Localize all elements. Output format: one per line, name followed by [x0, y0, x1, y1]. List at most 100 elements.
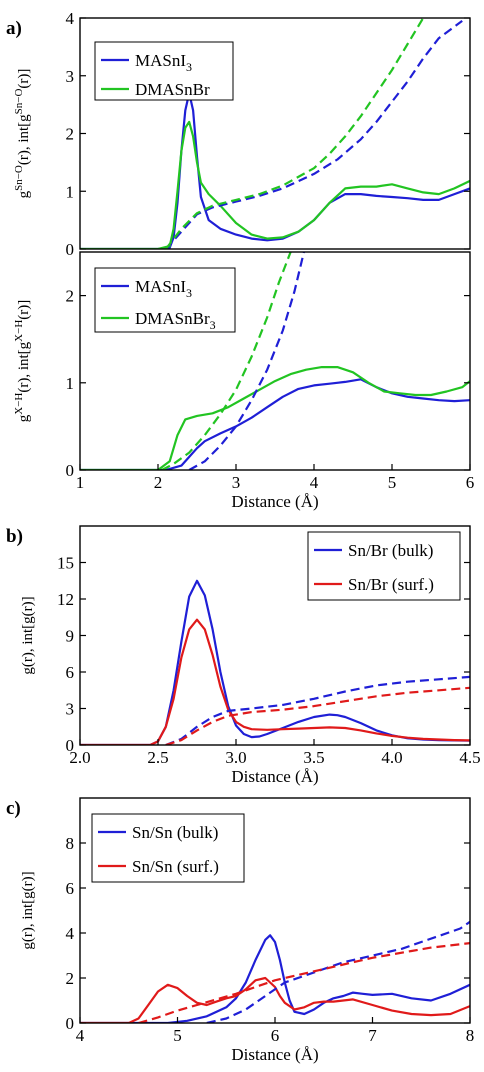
series-line-0 — [80, 579, 470, 745]
legend-label-main: Sn/Br (bulk) — [348, 541, 433, 560]
series-line-0 — [80, 934, 470, 1023]
x-tick-label: 4 — [310, 473, 319, 492]
panel-label: c) — [6, 798, 21, 819]
series-line-2 — [165, 675, 470, 745]
y-tick-label: 2 — [66, 125, 75, 144]
y-tick-label: 3 — [66, 700, 75, 719]
y-axis-label-part: g — [16, 190, 32, 198]
x-axis-label: Distance (Å) — [231, 492, 318, 511]
x-axis-label: Distance (Å) — [231, 767, 318, 786]
legend-label: Sn/Sn (surf.) — [132, 857, 219, 876]
series-line-0 — [80, 92, 470, 249]
x-tick-label: 3 — [232, 473, 241, 492]
x-tick-label: 2.0 — [69, 748, 90, 767]
y-axis-label: gSn−O(r), int[gSn−O(r)] — [13, 69, 32, 199]
y-tick-label: 0 — [66, 461, 75, 480]
x-tick-label: 4.5 — [459, 748, 480, 767]
y-tick-label: 3 — [66, 67, 75, 86]
legend-label: Sn/Br (bulk) — [348, 541, 433, 560]
legend-label: DMASnBr3 — [135, 309, 216, 332]
legend-label: MASnI3 — [135, 51, 192, 74]
legend-label-sub: 3 — [210, 318, 216, 332]
panel-label: b) — [6, 526, 23, 547]
x-tick-label: 4 — [76, 1026, 85, 1045]
x-axis-label: Distance (Å) — [231, 1045, 318, 1064]
x-tick-label: 4.0 — [381, 748, 402, 767]
legend: MASnI3 DMASnBr — [94, 41, 234, 101]
chart-panel-2: 0 3 6 9 12 15 2.0 2.5 3.0 3.5 4.0 4.5 Distance (Å) g(… — [6, 525, 481, 786]
y-tick-label: 12 — [57, 590, 74, 609]
legend-label-main: MASnI — [135, 277, 186, 296]
y-tick-label: 8 — [66, 834, 75, 853]
y-tick-label: 9 — [66, 627, 75, 646]
legend-box — [94, 41, 234, 101]
y-tick-label: 2 — [66, 969, 75, 988]
x-tick-label: 8 — [466, 1026, 475, 1045]
series-line-2 — [164, 20, 463, 249]
y-tick-label: 1 — [66, 374, 75, 393]
legend-label: Sn/Br (surf.) — [348, 575, 434, 594]
series-line-3 — [138, 942, 470, 1023]
legend: Sn/Sn (bulk) Sn/Sn (surf.) — [91, 813, 245, 883]
x-tick-label: 2 — [154, 473, 163, 492]
x-tick-label: 6 — [466, 473, 475, 492]
y-tick-label: 15 — [57, 554, 74, 573]
y-axis-label-part: (r), int[g — [16, 114, 32, 165]
y-tick-label: 6 — [66, 663, 75, 682]
y-tick-label: 0 — [66, 1014, 75, 1033]
x-tick-label: 3.0 — [225, 748, 246, 767]
y-axis-label: g(r), int[g(r)] — [20, 871, 36, 949]
legend-box — [307, 531, 461, 601]
y-axis-label-part: X−H — [13, 320, 25, 342]
series-line-3 — [165, 686, 470, 745]
legend-label-main: MASnI — [135, 51, 186, 70]
series-line-3 — [164, 18, 425, 249]
y-tick-label: 6 — [66, 879, 75, 898]
legend-label-main: Sn/Sn (surf.) — [132, 857, 219, 876]
y-tick-label: 2 — [66, 287, 75, 306]
y-tick-label: 0 — [66, 240, 75, 259]
series-line-2 — [206, 920, 470, 1023]
y-axis-label-part: X−H — [13, 393, 25, 415]
y-axis-label-part: g — [16, 414, 32, 422]
series-line-1 — [80, 618, 470, 745]
panel-label: a) — [6, 18, 22, 39]
legend-label: DMASnBr — [135, 80, 210, 99]
series-line-1 — [80, 120, 470, 249]
series-line-3 — [161, 252, 292, 470]
x-tick-label: 5 — [388, 473, 397, 492]
y-axis-label-part: Sn−O — [13, 89, 25, 115]
legend-label: MASnI3 — [135, 277, 192, 300]
y-axis-label-part: (r)] — [16, 300, 32, 320]
legend-box — [91, 813, 245, 883]
series-line-1 — [80, 366, 470, 470]
x-tick-label: 1 — [76, 473, 85, 492]
legend-label: Sn/Sn (bulk) — [132, 823, 218, 842]
y-axis-label-part: Sn−O — [13, 165, 25, 191]
legend-label-main: Sn/Sn (bulk) — [132, 823, 218, 842]
legend-label-main: DMASnBr — [135, 309, 210, 328]
y-axis-label: gX−H(r), int[gX−H(r)] — [13, 300, 32, 423]
x-tick-label: 3.5 — [303, 748, 324, 767]
legend-label-main: DMASnBr — [135, 80, 210, 99]
chart-panel-3: 0 2 4 6 8 4 5 6 7 8 Distance (Å) g(r), int[g(r)] c) S… — [6, 797, 475, 1064]
legend-label-main: Sn/Br (surf.) — [348, 575, 434, 594]
y-tick-label: 4 — [66, 9, 75, 28]
series-line-1 — [80, 976, 470, 1023]
y-axis-label-part: (r)] — [16, 69, 32, 89]
legend: Sn/Br (bulk) Sn/Br (surf.) — [307, 531, 461, 601]
plot-frame — [79, 251, 471, 471]
legend-label-sub: 3 — [186, 286, 192, 300]
x-tick-label: 5 — [173, 1026, 182, 1045]
x-tick-label: 6 — [271, 1026, 280, 1045]
x-tick-label: 7 — [368, 1026, 377, 1045]
y-tick-label: 4 — [66, 924, 75, 943]
legend-label-sub: 3 — [186, 60, 192, 74]
legend-box — [94, 267, 236, 333]
x-tick-label: 2.5 — [147, 748, 168, 767]
y-tick-label: 0 — [66, 736, 75, 755]
